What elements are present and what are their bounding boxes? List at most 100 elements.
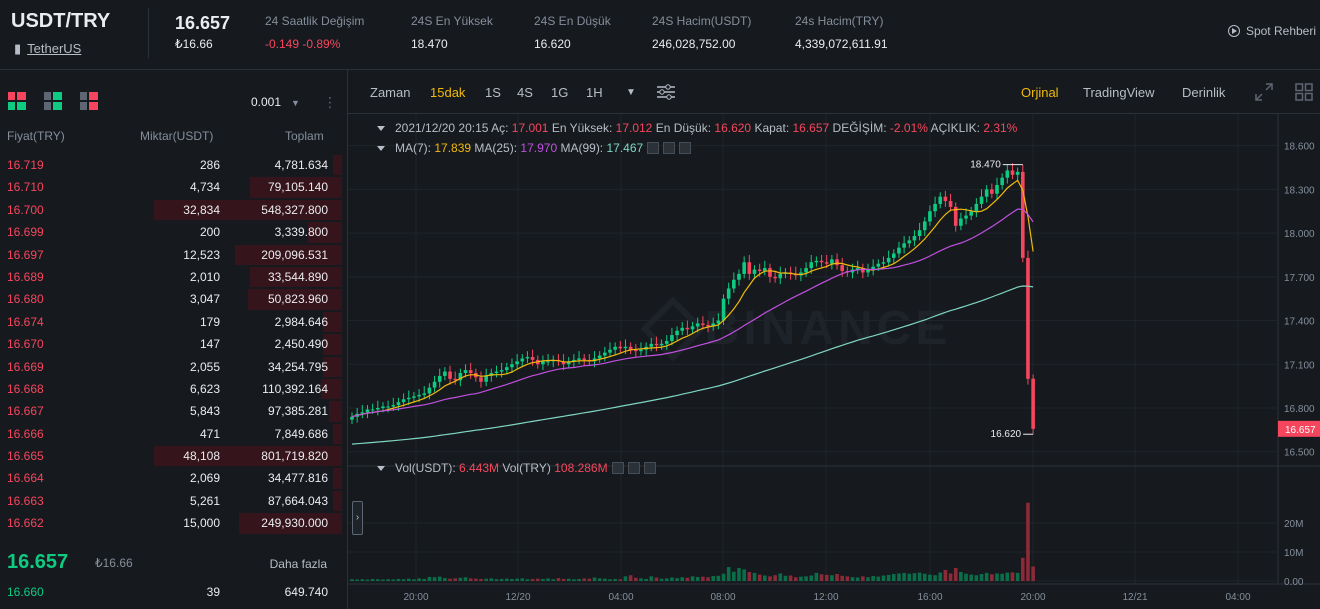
y-tick-label: 18.300 bbox=[1284, 185, 1315, 196]
volume-bar bbox=[670, 577, 674, 581]
collapse-icon[interactable] bbox=[377, 146, 385, 151]
caret-down-icon[interactable]: ▼ bbox=[626, 87, 636, 98]
col-price: Fiyat(TRY) bbox=[7, 129, 65, 143]
ask-row[interactable]: 16.674 179 2,984.646 bbox=[0, 311, 342, 333]
volume-bar bbox=[391, 579, 396, 581]
ask-row[interactable]: 16.680 3,047 50,823.960 bbox=[0, 288, 342, 310]
candle-body bbox=[964, 215, 968, 219]
candle-body bbox=[417, 394, 421, 397]
close-icon[interactable] bbox=[679, 142, 692, 154]
ask-price: 16.697 bbox=[7, 247, 44, 262]
candle-body bbox=[350, 416, 354, 420]
candle-body bbox=[763, 268, 767, 271]
ask-row[interactable]: 16.710 4,734 79,105.140 bbox=[0, 176, 342, 198]
view-depth[interactable]: Derinlik bbox=[1182, 85, 1226, 100]
volume-bar bbox=[628, 575, 633, 581]
interval-1h[interactable]: 1S bbox=[485, 85, 501, 100]
view-tradingview[interactable]: TradingView bbox=[1083, 85, 1155, 100]
legend-change: -2.01% bbox=[889, 121, 928, 135]
ask-row[interactable]: 16.663 5,261 87,664.043 bbox=[0, 490, 342, 512]
ma7-line bbox=[351, 179, 1034, 418]
ask-total: 209,096.531 bbox=[261, 247, 328, 262]
settings-icon[interactable] bbox=[663, 142, 676, 154]
candlestick-chart[interactable]: 18.600 18.300 18.000 17.700 17.400 17.100 16.8… bbox=[348, 114, 1320, 609]
close-icon[interactable] bbox=[643, 462, 656, 474]
coin-link[interactable]: TetherUS bbox=[27, 41, 82, 56]
volume-bar bbox=[639, 578, 643, 581]
candle-body bbox=[381, 406, 385, 408]
ask-row[interactable]: 16.700 32,834 548,327.800 bbox=[0, 199, 342, 221]
candle-body bbox=[432, 381, 437, 388]
ask-row[interactable]: 16.699 200 3,339.800 bbox=[0, 221, 342, 243]
volume-bar bbox=[881, 575, 886, 581]
ask-row[interactable]: 16.665 48,108 801,719.820 bbox=[0, 445, 342, 467]
orderbook-asks-icon[interactable] bbox=[80, 92, 98, 110]
candle-body bbox=[886, 257, 891, 263]
candle-body bbox=[881, 262, 886, 264]
volume-bar bbox=[406, 578, 411, 581]
ask-row[interactable]: 16.666 471 7,849.686 bbox=[0, 423, 342, 445]
ask-row[interactable]: 16.719 286 4,781.634 bbox=[0, 154, 342, 176]
chart-panel: Zaman 15dak 1S 4S 1G 1H ▼ Orjinal Tradin… bbox=[348, 70, 1320, 609]
fullscreen-icon[interactable] bbox=[1255, 83, 1273, 101]
ask-row[interactable]: 16.669 2,055 34,254.795 bbox=[0, 356, 342, 378]
visibility-icon[interactable] bbox=[611, 462, 624, 474]
candle-body bbox=[716, 320, 721, 324]
volume-bar bbox=[675, 578, 679, 581]
candle-body bbox=[814, 260, 819, 263]
volume-bar bbox=[701, 576, 705, 581]
indicator-settings-icon[interactable] bbox=[656, 83, 676, 101]
volume-bar bbox=[850, 577, 855, 581]
more-options-icon[interactable]: ⋮ bbox=[323, 94, 337, 110]
ask-row[interactable]: 16.697 12,523 209,096.531 bbox=[0, 244, 342, 266]
candle-body bbox=[912, 236, 917, 241]
candle-body bbox=[824, 262, 829, 264]
stat-volume-try: 24s Hacim(TRY) 4,339,072,611.91 bbox=[795, 14, 888, 51]
volume-bar bbox=[793, 577, 798, 581]
collapse-icon[interactable] bbox=[377, 126, 385, 131]
volume-bar bbox=[804, 576, 808, 581]
ask-row[interactable]: 16.664 2,069 34,477.816 bbox=[0, 467, 342, 489]
candle-body bbox=[437, 375, 442, 382]
orderbook-both-icon[interactable] bbox=[8, 92, 26, 110]
candle-body bbox=[943, 196, 948, 202]
ask-row[interactable]: 16.668 6,623 110,392.164 bbox=[0, 378, 342, 400]
interval-15m[interactable]: 15dak bbox=[430, 85, 466, 100]
spot-guide-button[interactable]: Spot Rehberi bbox=[1227, 24, 1316, 38]
chevron-right-icon[interactable]: › bbox=[352, 501, 363, 535]
more-link[interactable]: Daha fazla bbox=[269, 557, 327, 571]
depth-bar bbox=[238, 513, 342, 534]
candle-body bbox=[1015, 171, 1020, 175]
ask-row[interactable]: 16.662 15,000 249,930.000 bbox=[0, 512, 342, 534]
candle-body bbox=[804, 268, 808, 273]
volume-bar bbox=[912, 573, 917, 581]
interval-1w[interactable]: 1H bbox=[586, 85, 603, 100]
volume-bar bbox=[474, 578, 478, 581]
ma25-value: 17.970 bbox=[520, 141, 558, 155]
volume-bar bbox=[422, 578, 427, 581]
volume-bar bbox=[948, 573, 953, 581]
interval-1d[interactable]: 1G bbox=[551, 85, 569, 100]
ask-total: 97,385.281 bbox=[267, 404, 328, 419]
pair-title[interactable]: USDT/TRY bbox=[11, 10, 111, 32]
visibility-icon[interactable] bbox=[647, 142, 660, 154]
candle-body bbox=[505, 367, 509, 371]
view-original[interactable]: Orjinal bbox=[1021, 85, 1059, 100]
candle-body bbox=[443, 371, 447, 376]
orderbook-bids-icon[interactable] bbox=[44, 92, 62, 110]
interval-4h[interactable]: 4S bbox=[517, 85, 533, 100]
tick-size-select[interactable]: 0.001 ▼ bbox=[251, 95, 300, 109]
layout-grid-icon[interactable] bbox=[1295, 83, 1313, 101]
ask-row[interactable]: 16.670 147 2,450.490 bbox=[0, 333, 342, 355]
ask-row[interactable]: 16.667 5,843 97,385.281 bbox=[0, 400, 342, 422]
y-tick-label: 18.600 bbox=[1284, 142, 1315, 153]
volume-bar bbox=[386, 579, 390, 581]
x-tick-label: 12:00 bbox=[813, 592, 838, 603]
volume-bar bbox=[819, 574, 824, 581]
orderbook-last-price: 16.657 bbox=[7, 551, 69, 573]
collapse-icon[interactable] bbox=[377, 466, 385, 471]
ask-row[interactable]: 16.689 2,010 33,544.890 bbox=[0, 266, 342, 288]
y-tick-label: 18.000 bbox=[1284, 229, 1315, 240]
bid-row[interactable]: 16.660 39 649.740 bbox=[0, 581, 342, 603]
settings-icon[interactable] bbox=[627, 462, 640, 474]
